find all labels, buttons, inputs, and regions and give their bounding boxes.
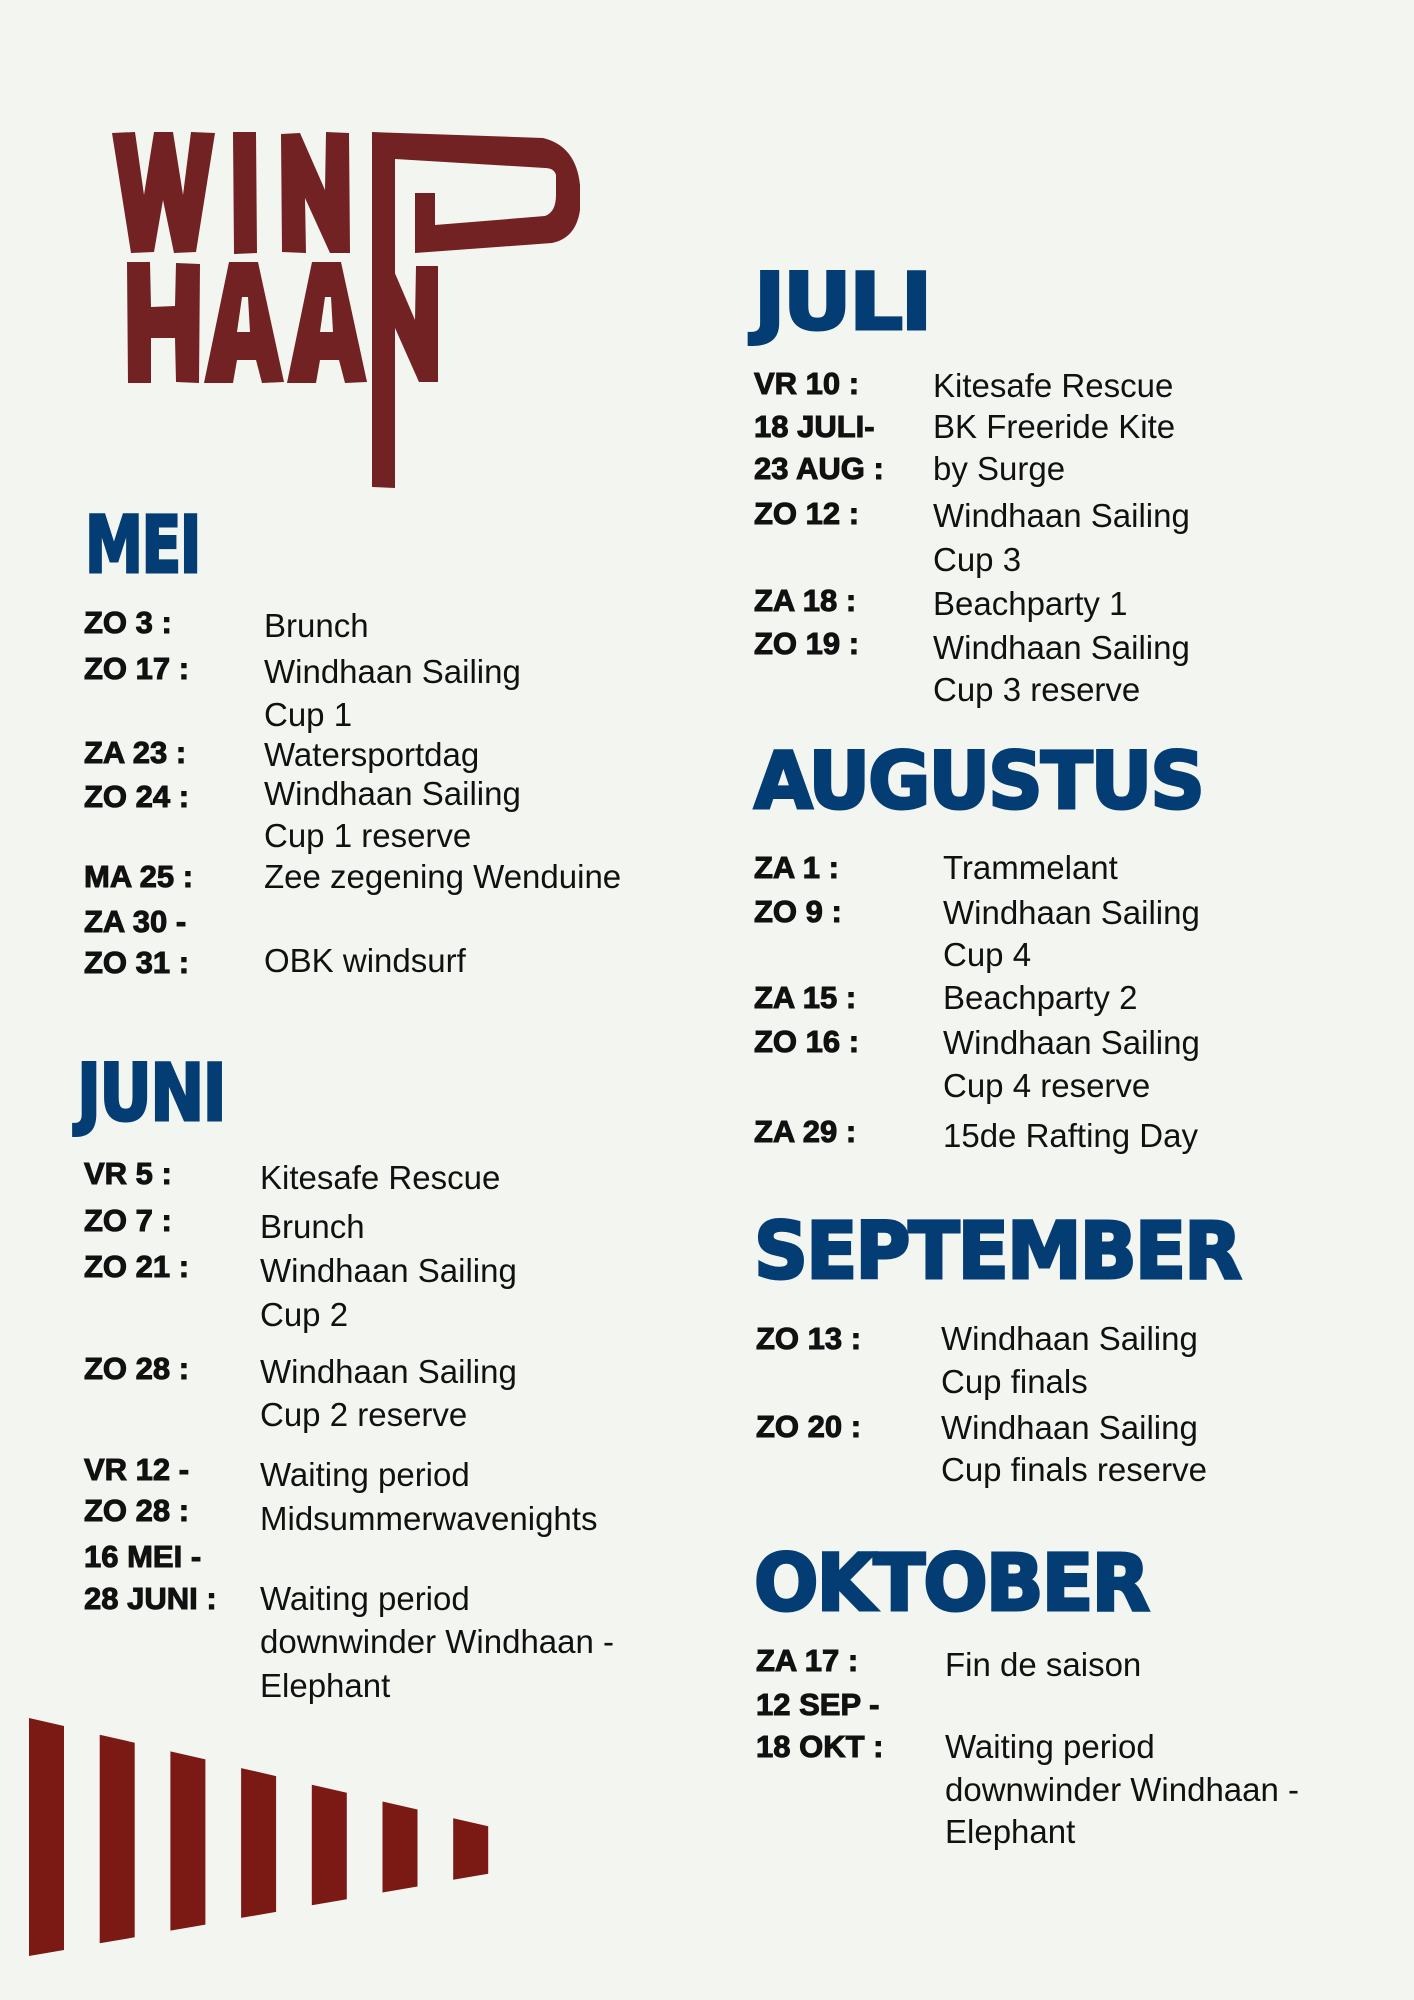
event-description: Windhaan Sailing xyxy=(260,1252,517,1289)
month-heading: AUGUSTUS xyxy=(753,736,1207,829)
event-date: ZA 30 - xyxy=(83,904,187,940)
event-description: Cup 1 reserve xyxy=(264,817,472,854)
event-date: ZO 16 : xyxy=(753,1024,860,1060)
event-description: downwinder Windhaan - xyxy=(945,1771,1300,1808)
event-description: BK Freeride Kite xyxy=(933,408,1176,445)
event-date: 18 JULI- xyxy=(754,409,876,445)
event-description: Windhaan Sailing xyxy=(933,497,1190,534)
event-description: 15de Rafting Day xyxy=(943,1117,1198,1154)
event-date: 12 SEP - xyxy=(756,1687,881,1723)
event-date: VR 5 : xyxy=(84,1156,173,1192)
event-description: Windhaan Sailing xyxy=(943,894,1200,931)
event-description: Midsummerwavenights xyxy=(260,1500,598,1537)
event-date: ZO 28 : xyxy=(83,1493,190,1529)
event-date: 16 MEI - xyxy=(83,1539,202,1575)
event-date: VR 10 : xyxy=(753,366,860,402)
event-date: ZO 31 : xyxy=(83,945,190,981)
month-heading: OKTOBER xyxy=(753,1538,1152,1631)
event-description: Elephant xyxy=(945,1813,1076,1850)
event-date: ZO 12 : xyxy=(753,496,860,532)
event-date: ZO 3 : xyxy=(84,605,173,641)
event-description: Windhaan Sailing xyxy=(264,775,521,812)
decorative-bar xyxy=(453,1818,489,1880)
event-description: Windhaan Sailing xyxy=(260,1353,517,1390)
event-description: Waiting period xyxy=(260,1580,470,1617)
event-date: 28 JUNI : xyxy=(84,1581,218,1617)
event-description: Cup 2 xyxy=(260,1296,349,1333)
event-description: Elephant xyxy=(260,1667,391,1704)
month-heading: JUNI xyxy=(76,1048,228,1141)
event-date: ZA 23 : xyxy=(83,735,187,771)
decorative-bar xyxy=(311,1784,347,1906)
logo-letter-w xyxy=(112,132,215,253)
event-description: Kitesafe Rescue xyxy=(933,367,1174,404)
event-description: Cup 1 xyxy=(264,696,353,733)
event-date: ZO 24 : xyxy=(83,779,190,815)
windhaan-logo xyxy=(112,132,580,488)
decorative-bar xyxy=(241,1768,277,1918)
event-date: 18 OKT : xyxy=(755,1729,884,1765)
event-description: Cup 4 reserve xyxy=(943,1067,1151,1104)
logo-letter-a2 xyxy=(287,262,367,383)
event-description: Cup 4 xyxy=(943,936,1032,973)
event-date: ZO 9 : xyxy=(754,894,843,930)
event-date: ZO 13 : xyxy=(755,1321,862,1357)
event-description: Windhaan Sailing xyxy=(941,1320,1198,1357)
event-date: ZA 1 : xyxy=(754,850,840,886)
event-date: ZA 29 : xyxy=(753,1114,857,1150)
event-description: Beachparty 2 xyxy=(943,979,1138,1016)
event-date: ZO 7 : xyxy=(84,1203,173,1239)
decorative-bar xyxy=(99,1734,135,1944)
month-heading: JULI xyxy=(752,257,933,350)
event-description: Watersportdag xyxy=(264,736,480,773)
event-date: MA 25 : xyxy=(83,859,194,895)
event-date: ZA 18 : xyxy=(753,583,857,619)
event-date: ZA 17 : xyxy=(755,1643,859,1679)
event-description: Beachparty 1 xyxy=(933,585,1128,622)
event-description: Windhaan Sailing xyxy=(264,653,521,690)
event-description: OBK windsurf xyxy=(264,942,466,979)
event-description: downwinder Windhaan - xyxy=(260,1623,615,1660)
event-description: Cup 2 reserve xyxy=(260,1396,468,1433)
event-description: Kitesafe Rescue xyxy=(260,1159,501,1196)
event-description: Waiting period xyxy=(260,1456,470,1493)
logo-letter-i xyxy=(233,132,257,254)
decorative-bar xyxy=(170,1751,206,1931)
event-description: Brunch xyxy=(260,1208,365,1245)
event-description: Windhaan Sailing xyxy=(941,1409,1198,1446)
logo-flag xyxy=(372,132,580,488)
event-description: Cup 3 reserve xyxy=(933,671,1141,708)
month-heading: MEI xyxy=(84,500,203,593)
logo-letter-h xyxy=(127,262,200,383)
event-description: Cup finals xyxy=(941,1363,1088,1400)
decorative-bar xyxy=(29,1718,64,1956)
event-description: Cup finals reserve xyxy=(941,1451,1207,1488)
event-date: ZO 21 : xyxy=(83,1249,190,1285)
event-date: 23 AUG : xyxy=(754,451,885,487)
month-heading: SEPTEMBER xyxy=(753,1206,1244,1299)
event-description: by Surge xyxy=(933,450,1066,487)
event-date: ZO 17 : xyxy=(83,651,190,687)
event-description: Waiting period xyxy=(945,1728,1155,1765)
event-date: VR 12 - xyxy=(83,1452,190,1488)
decorative-bar xyxy=(382,1801,418,1893)
event-description: Zee zegening Wenduine xyxy=(264,858,622,895)
event-description: Brunch xyxy=(264,607,369,644)
event-description: Fin de saison xyxy=(945,1646,1142,1683)
event-date: ZO 19 : xyxy=(753,626,860,662)
event-description: Windhaan Sailing xyxy=(943,1024,1200,1061)
event-date: ZO 28 : xyxy=(83,1351,190,1387)
event-description: Cup 3 xyxy=(933,541,1022,578)
event-date: ZA 15 : xyxy=(753,980,857,1016)
logo-letter-n xyxy=(281,132,350,253)
event-description: Trammelant xyxy=(943,849,1118,886)
decorative-bars xyxy=(29,1718,489,1956)
logo-letter-n2 xyxy=(372,264,438,382)
event-date: ZO 20 : xyxy=(755,1409,862,1445)
event-description: Windhaan Sailing xyxy=(933,629,1190,666)
logo-letter-a1 xyxy=(204,262,284,383)
